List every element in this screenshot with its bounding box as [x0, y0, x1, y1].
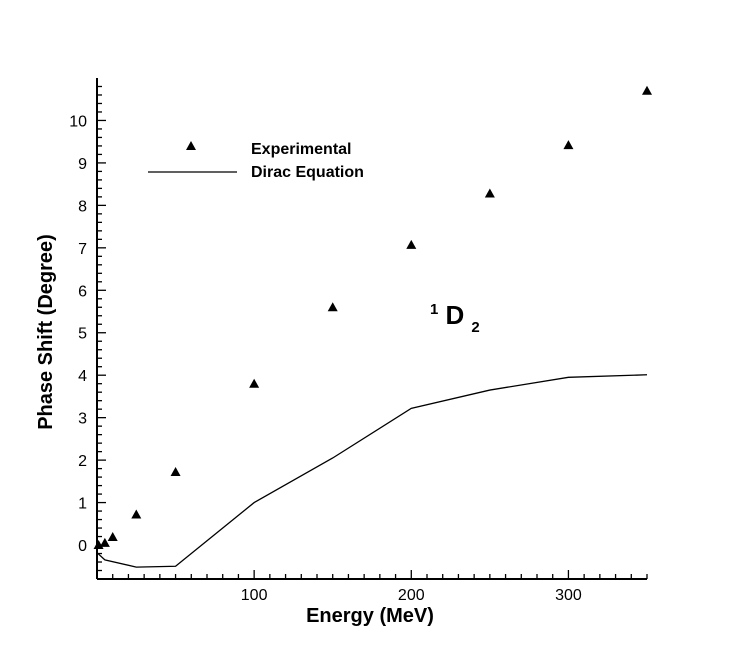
legend-marker-experimental — [186, 141, 196, 150]
y-axis: 0 1 2 3 4 5 6 7 8 9 10 — [69, 85, 106, 572]
experimental-point — [406, 239, 417, 249]
series-layer — [93, 85, 652, 568]
legend-label-dirac: Dirac Equation — [251, 164, 364, 181]
y-axis-title: Phase Shift (Degree) — [35, 234, 57, 430]
state-label: 1 D 2 — [430, 294, 480, 336]
experimental-point — [249, 378, 260, 388]
y-tick-label: 5 — [78, 326, 87, 343]
x-axis: 100 200 300 — [112, 570, 648, 604]
x-tick-label: 300 — [555, 587, 582, 604]
experimental-point — [107, 531, 118, 541]
y-tick-label: 8 — [78, 198, 87, 215]
y-tick-label: 6 — [78, 283, 87, 300]
state-label-subscript: 2 — [471, 319, 479, 336]
y-tick-label: 7 — [78, 241, 87, 258]
x-axis-title: Energy (MeV) — [306, 605, 434, 627]
y-tick-label: 4 — [78, 368, 87, 385]
plot-frame — [96, 78, 647, 580]
experimental-point — [642, 85, 652, 95]
y-tick-label: 9 — [78, 156, 87, 173]
x-tick-label: 100 — [241, 587, 268, 604]
state-label-superscript: 1 — [430, 301, 438, 318]
y-tick-label: 0 — [78, 538, 87, 555]
experimental-point — [327, 302, 338, 312]
y-tick-label: 3 — [78, 411, 87, 428]
experimental-point — [170, 467, 181, 477]
x-tick-label: 200 — [398, 587, 425, 604]
experimental-point — [131, 509, 142, 519]
state-label-main: D — [445, 300, 464, 330]
experimental-point — [563, 140, 574, 150]
experimental-point — [99, 537, 110, 547]
legend: Experimental Dirac Equation — [148, 141, 364, 181]
legend-label-experimental: Experimental — [251, 141, 351, 158]
y-tick-label: 10 — [69, 113, 87, 130]
dirac-equation-line — [96, 374, 648, 568]
experimental-point — [484, 188, 495, 198]
y-tick-label: 2 — [78, 453, 87, 470]
y-tick-label: 1 — [78, 496, 87, 513]
